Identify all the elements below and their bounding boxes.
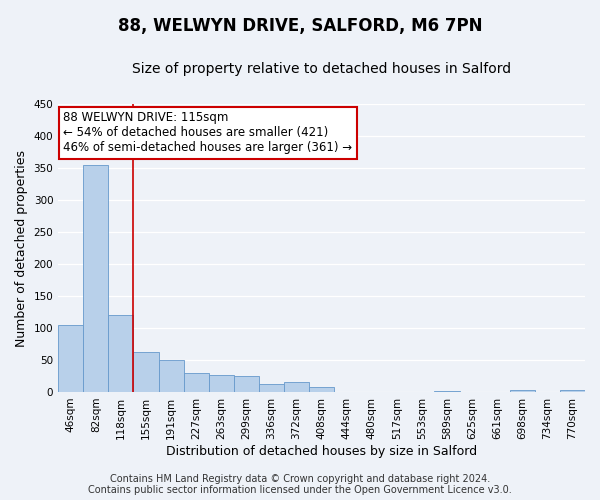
Bar <box>83 165 109 392</box>
Text: Contains public sector information licensed under the Open Government Licence v3: Contains public sector information licen… <box>88 485 512 495</box>
Bar <box>58 325 83 392</box>
Title: Size of property relative to detached houses in Salford: Size of property relative to detached ho… <box>132 62 511 76</box>
Y-axis label: Number of detached properties: Number of detached properties <box>15 150 28 346</box>
Bar <box>158 360 184 392</box>
Text: 88, WELWYN DRIVE, SALFORD, M6 7PN: 88, WELWYN DRIVE, SALFORD, M6 7PN <box>118 18 482 36</box>
Bar <box>560 390 585 392</box>
Bar <box>209 376 234 392</box>
Bar <box>259 384 284 392</box>
Text: Contains HM Land Registry data © Crown copyright and database right 2024.: Contains HM Land Registry data © Crown c… <box>110 474 490 484</box>
Bar <box>133 352 158 392</box>
Bar <box>434 390 460 392</box>
Text: 88 WELWYN DRIVE: 115sqm
← 54% of detached houses are smaller (421)
46% of semi-d: 88 WELWYN DRIVE: 115sqm ← 54% of detache… <box>64 112 353 154</box>
Bar <box>109 315 133 392</box>
X-axis label: Distribution of detached houses by size in Salford: Distribution of detached houses by size … <box>166 444 477 458</box>
Bar <box>284 382 309 392</box>
Bar <box>184 373 209 392</box>
Bar <box>510 390 535 392</box>
Bar <box>234 376 259 392</box>
Bar <box>309 388 334 392</box>
